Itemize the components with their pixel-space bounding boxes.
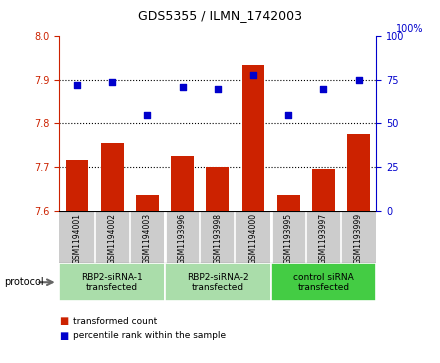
Text: GSM1194002: GSM1194002 (108, 213, 117, 264)
Text: ■: ■ (59, 316, 69, 326)
Text: transformed count: transformed count (73, 317, 157, 326)
Point (109, 79, 116, 85)
Text: percentile rank within the sample: percentile rank within the sample (73, 331, 226, 340)
Text: GSM1193998: GSM1193998 (213, 213, 222, 264)
Bar (242, 65, 264, 211)
Point (144, 112, 151, 118)
Bar (66, 160, 88, 211)
Text: protocol: protocol (4, 277, 44, 287)
Bar (312, 169, 335, 211)
Text: GSM1193997: GSM1193997 (319, 213, 328, 264)
Text: RBP2-siRNA-2
transfected: RBP2-siRNA-2 transfected (187, 273, 249, 292)
Text: GSM1194001: GSM1194001 (73, 213, 81, 264)
Text: 100%: 100% (396, 24, 423, 33)
Text: GSM1194003: GSM1194003 (143, 213, 152, 264)
Text: ■: ■ (59, 331, 69, 341)
Text: GSM1193996: GSM1193996 (178, 213, 187, 264)
Bar (347, 134, 370, 211)
Point (214, 86, 221, 91)
Bar (101, 143, 124, 211)
Text: GDS5355 / ILMN_1742003: GDS5355 / ILMN_1742003 (138, 9, 302, 22)
Bar (171, 156, 194, 211)
Text: GSM1193995: GSM1193995 (284, 213, 293, 264)
Bar (206, 167, 229, 211)
Point (355, 77, 362, 83)
Text: control siRNA
transfected: control siRNA transfected (293, 273, 354, 292)
Bar (277, 195, 300, 211)
Point (73, 82, 81, 88)
Point (320, 86, 327, 91)
Bar (165, 263, 271, 301)
Point (285, 112, 292, 118)
Text: GSM1194000: GSM1194000 (249, 213, 257, 264)
Bar (136, 195, 159, 211)
Point (179, 84, 186, 90)
Text: GSM1193999: GSM1193999 (354, 213, 363, 264)
Bar (59, 263, 165, 301)
Point (249, 72, 257, 78)
Bar (271, 263, 376, 301)
Text: RBP2-siRNA-1
transfected: RBP2-siRNA-1 transfected (81, 273, 143, 292)
